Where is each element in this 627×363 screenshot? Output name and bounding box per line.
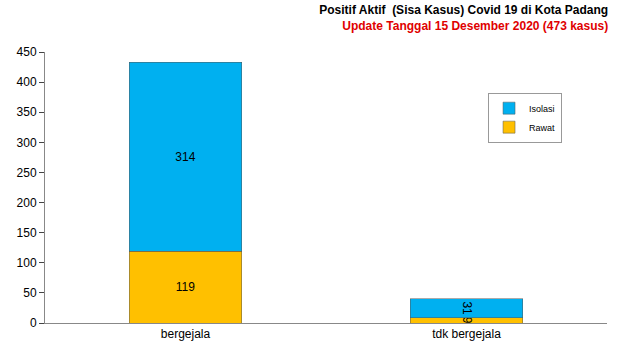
svg-text:Isolasi: Isolasi (529, 104, 555, 114)
svg-text:350: 350 (17, 105, 37, 119)
svg-text:tdk bergejala: tdk bergejala (432, 327, 501, 341)
svg-text:Rawat: Rawat (529, 123, 555, 133)
svg-text:450: 450 (17, 45, 37, 59)
svg-text:50: 50 (23, 286, 37, 300)
svg-text:Positif Aktif (Sisa Kasus) Co: Positif Aktif (Sisa Kasus) Covid 19 di K… (319, 3, 608, 33)
svg-text:300: 300 (17, 136, 37, 150)
svg-text:200: 200 (17, 196, 37, 210)
svg-text:0: 0 (30, 316, 37, 330)
svg-text:119: 119 (176, 280, 195, 294)
svg-text:100: 100 (17, 256, 37, 270)
svg-text:31: 31 (460, 301, 474, 315)
svg-text:9: 9 (460, 317, 474, 324)
svg-text:400: 400 (17, 75, 37, 89)
svg-text:150: 150 (17, 226, 37, 240)
svg-text:bergejala: bergejala (161, 327, 211, 341)
svg-text:314: 314 (175, 150, 195, 164)
svg-text:250: 250 (17, 166, 37, 180)
